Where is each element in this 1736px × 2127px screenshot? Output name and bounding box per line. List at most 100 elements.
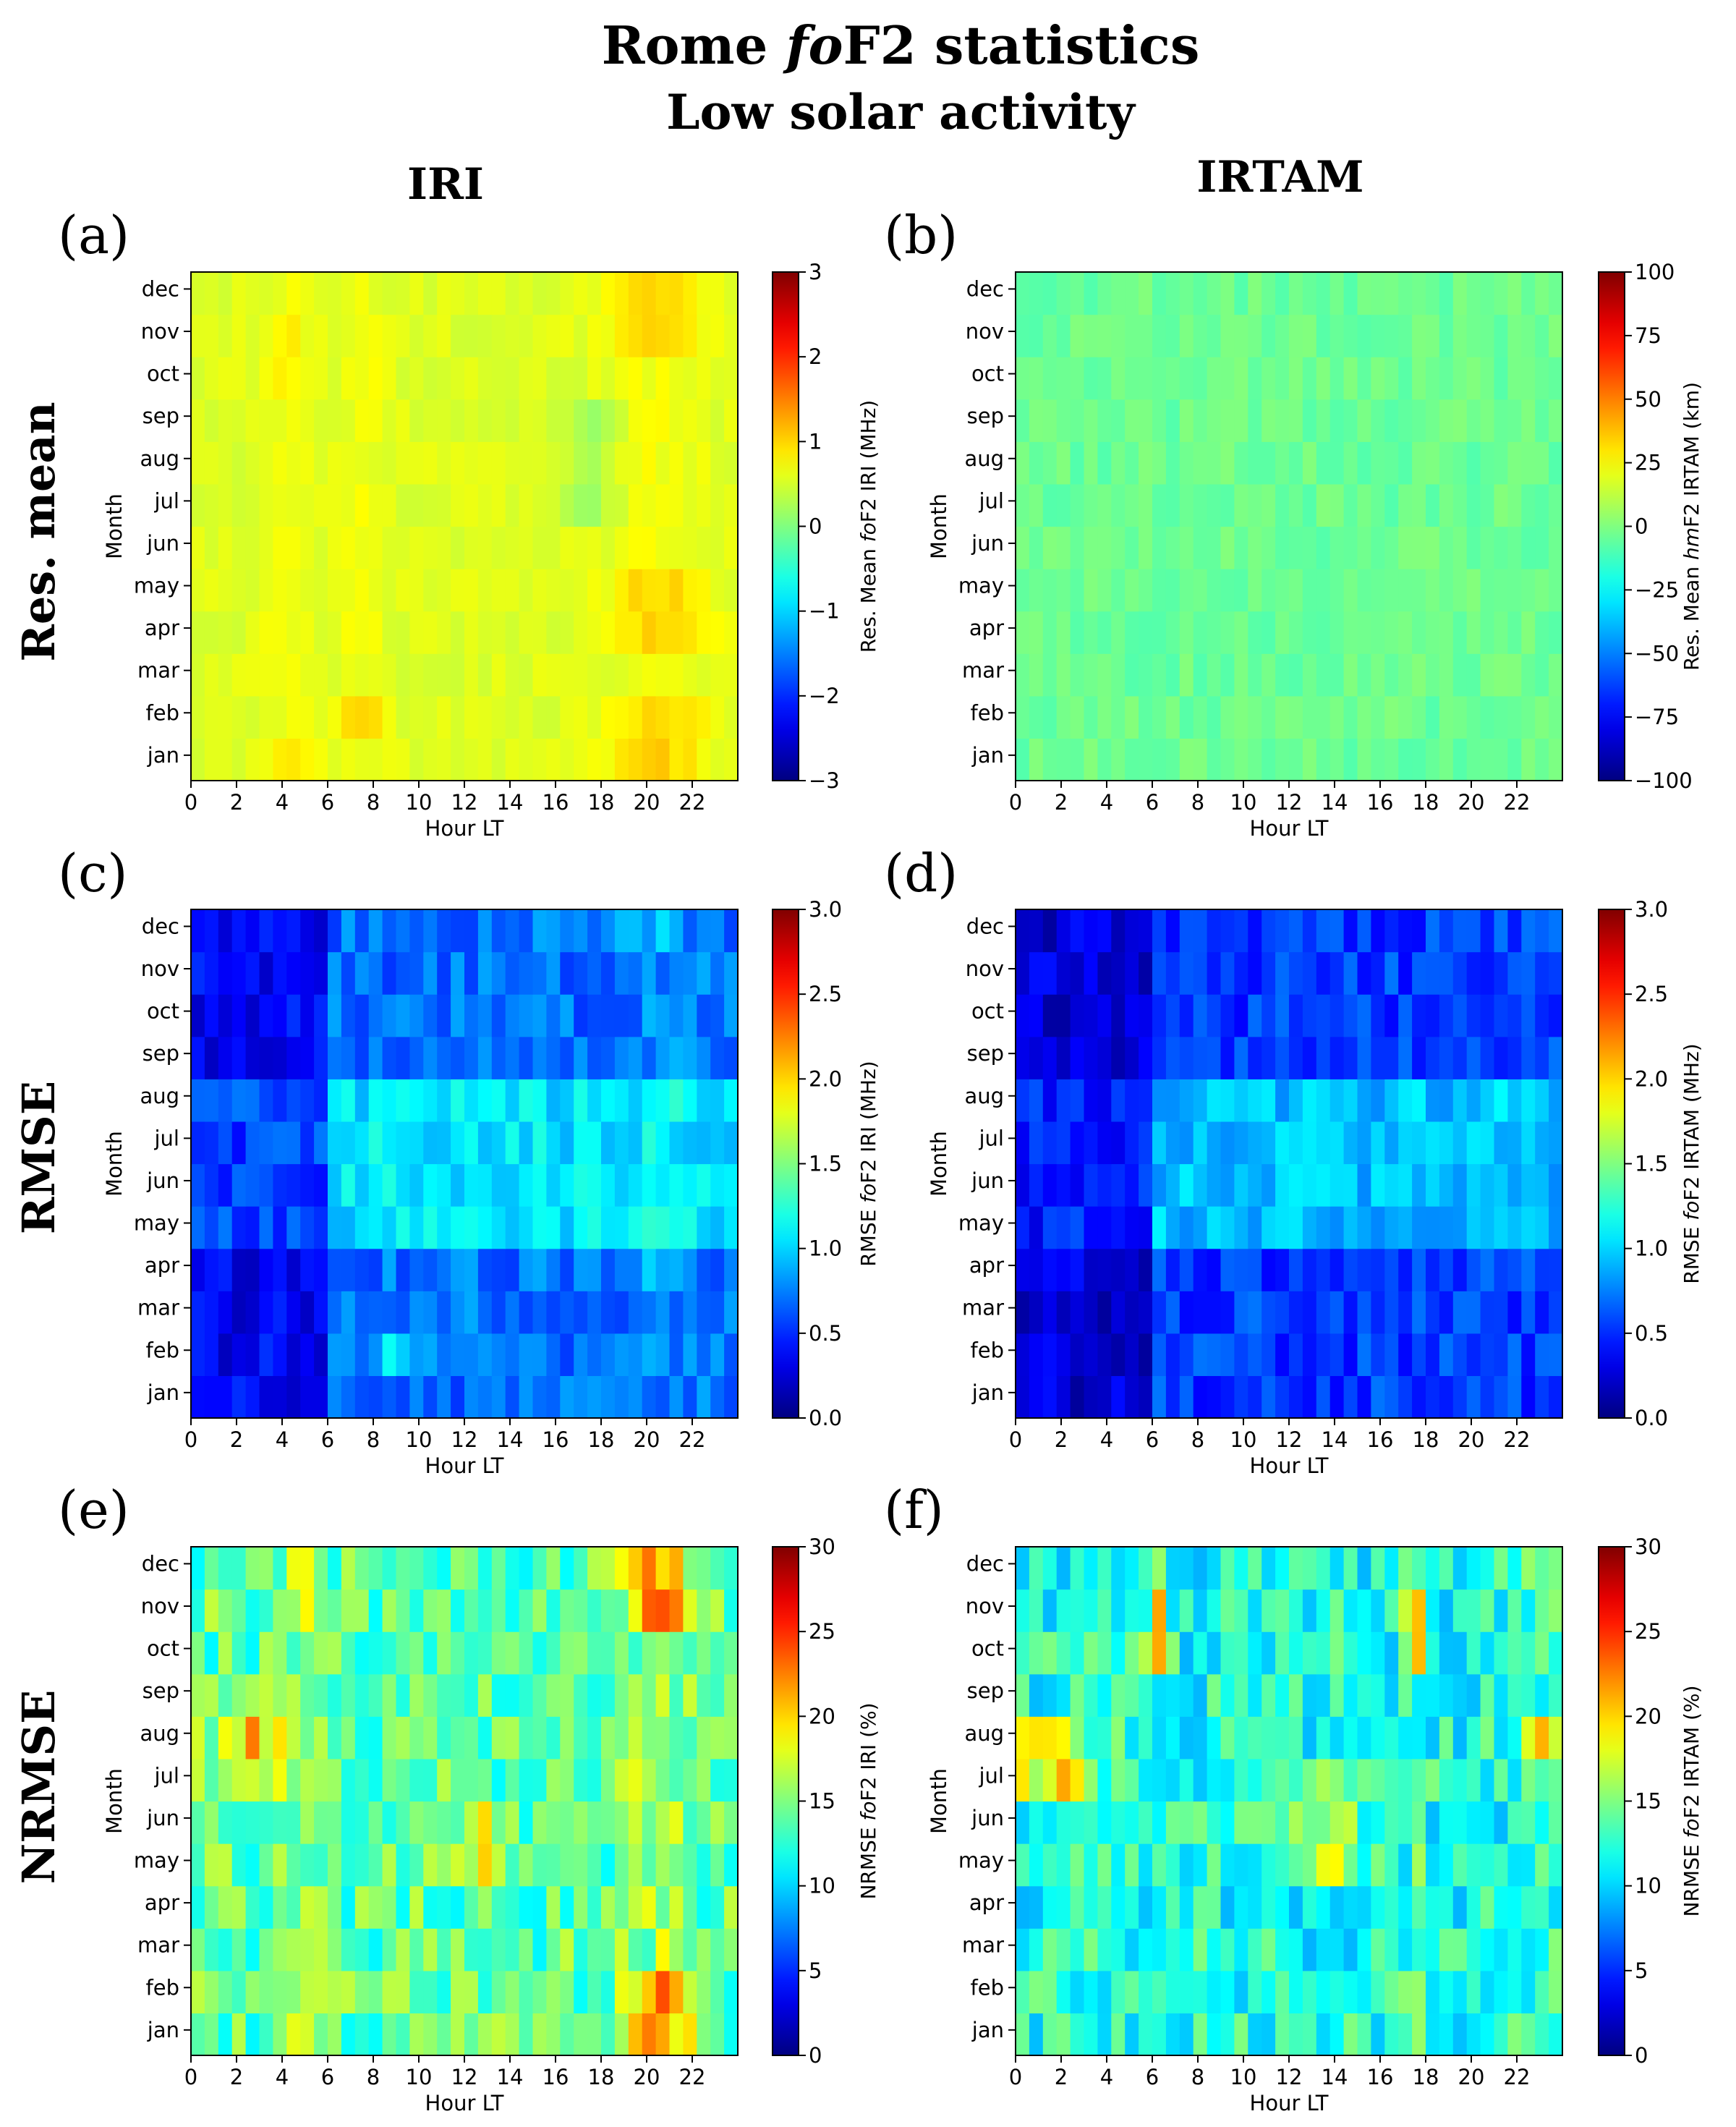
heatmap-cell [451, 441, 465, 485]
heatmap-cell [655, 483, 671, 527]
heatmap-cell [423, 1716, 438, 1759]
heatmap-cell [1111, 1036, 1126, 1079]
heatmap-cell [396, 1036, 410, 1079]
heatmap-cell [1193, 1843, 1208, 1887]
heatmap-cell [601, 1375, 616, 1419]
heatmap-cell [1152, 1163, 1167, 1207]
x-tick-label: 8 [1191, 1427, 1204, 1452]
heatmap-cell [1084, 1036, 1098, 1079]
heatmap-cell [505, 1036, 520, 1079]
heatmap-cell [683, 738, 697, 781]
heatmap-cell [1125, 951, 1139, 995]
heatmap-cell [1139, 1375, 1153, 1419]
y-tick-label: nov [966, 1594, 1004, 1618]
heatmap-cell [1042, 1163, 1058, 1207]
heatmap-cell [1042, 1375, 1058, 1419]
heatmap-cell [423, 1589, 438, 1632]
x-tick-label: 20 [1458, 2065, 1485, 2089]
colorbar-tick-label: 0 [809, 514, 822, 539]
heatmap-cell [191, 1970, 205, 2014]
heatmap-cell [710, 399, 725, 442]
heatmap-cell [354, 1970, 370, 2014]
heatmap-cell [464, 483, 479, 527]
heatmap-cell [574, 1970, 588, 2014]
heatmap-cell [642, 951, 657, 995]
colorbar-label-pre: Res. Mean [1680, 560, 1703, 671]
heatmap-cell [546, 1291, 561, 1334]
heatmap-cell [1084, 1928, 1098, 1971]
heatmap-cell [669, 653, 684, 697]
heatmap-cell [655, 441, 671, 485]
heatmap-cell [1165, 1248, 1180, 1291]
heatmap-cell [1220, 2013, 1235, 2056]
heatmap-cell [1357, 1631, 1371, 1675]
heatmap-cell [273, 2013, 287, 2056]
heatmap-cell [1111, 1801, 1126, 1844]
heatmap-cell [273, 1036, 287, 1079]
heatmap-cell [601, 526, 616, 569]
heatmap-cell [1357, 1291, 1371, 1334]
heatmap-cell [451, 1801, 465, 1844]
heatmap-cell [1070, 738, 1085, 781]
heatmap-cell [273, 1801, 287, 1844]
heatmap-cell [464, 1631, 479, 1675]
heatmap-cell [1056, 272, 1071, 315]
heatmap-cell [1439, 951, 1454, 995]
heatmap-cell [1494, 909, 1508, 953]
heatmap-cell [396, 1248, 410, 1291]
heatmap-cell [1452, 1333, 1468, 1377]
heatmap-cell [505, 1121, 520, 1165]
heatmap-cell [368, 1163, 383, 1207]
colorbar-tick-label: 5 [809, 1958, 822, 1983]
heatmap-cell [1343, 1547, 1358, 1590]
heatmap-cell [1466, 695, 1481, 739]
heatmap-cell [697, 441, 711, 485]
colorbar-tick-label: −75 [1635, 705, 1679, 729]
y-tick-label: aug [964, 1084, 1004, 1108]
heatmap-cell [1179, 1036, 1194, 1079]
heatmap-cell [1016, 1079, 1030, 1122]
heatmap-cell [1302, 951, 1317, 995]
heatmap-cell [1452, 1036, 1468, 1079]
heatmap-cell [1179, 1291, 1194, 1334]
heatmap-cell [1535, 1928, 1549, 1971]
heatmap-cell [1535, 399, 1549, 442]
heatmap-cell [1289, 569, 1303, 612]
heatmap-cell [464, 1547, 479, 1590]
heatmap-cell [204, 1547, 219, 1590]
heatmap-cell [1398, 314, 1413, 357]
heatmap-cell [1139, 1801, 1153, 1844]
heatmap-cell [231, 1547, 247, 1590]
heatmap-cell [231, 611, 247, 654]
heatmap-cell [1302, 695, 1317, 739]
heatmap-cell [396, 1928, 410, 1971]
title-italic: fo [783, 14, 843, 76]
heatmap-cell [341, 1291, 356, 1334]
heatmap-cell [1207, 611, 1222, 654]
heatmap-cell [245, 1970, 260, 2014]
heatmap-cell [642, 1333, 657, 1377]
heatmap-cell [1494, 1589, 1508, 1632]
heatmap-cell [354, 1758, 370, 1802]
heatmap-cell [546, 2013, 561, 2056]
heatmap-cell [1412, 1121, 1426, 1165]
heatmap-cell [1289, 1716, 1303, 1759]
heatmap-cell [1111, 441, 1126, 485]
heatmap-cell [1343, 1928, 1358, 1971]
heatmap-cell [341, 483, 356, 527]
heatmap-cell [628, 526, 643, 569]
heatmap-cell [1357, 2013, 1371, 2056]
heatmap-cell [314, 569, 328, 612]
x-tick-label: 16 [542, 1427, 569, 1452]
heatmap-cell [1016, 526, 1030, 569]
heatmap-cell [259, 1079, 273, 1122]
heatmap-cell [1371, 441, 1385, 485]
heatmap-cell [1207, 951, 1222, 995]
heatmap-cell [1016, 272, 1030, 315]
heatmap-cell [1248, 1206, 1262, 1249]
heatmap-cell [587, 611, 602, 654]
x-tick-label: 22 [679, 2065, 706, 2089]
heatmap-cell [1535, 1036, 1549, 1079]
